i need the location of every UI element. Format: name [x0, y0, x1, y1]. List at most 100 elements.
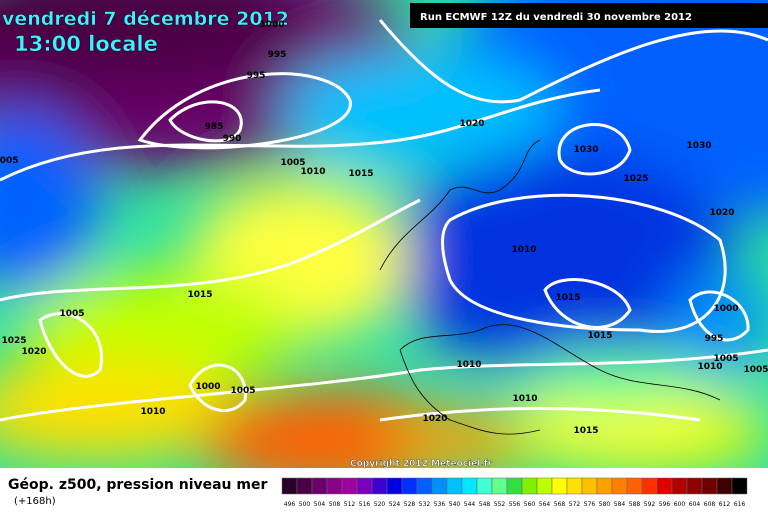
scale-cell [461, 477, 478, 495]
scale-cell [476, 477, 493, 495]
isobar-label: 1010 [697, 362, 722, 372]
scale-cell [551, 477, 568, 495]
isobar-label: 1020 [422, 414, 447, 424]
scale-label: 576 [584, 501, 596, 508]
scale-cell [686, 477, 703, 495]
scale-label: 516 [359, 501, 371, 508]
scale-cell [341, 477, 358, 495]
isobar-label: 1010 [456, 360, 481, 370]
isobar-label: 1000 [713, 304, 738, 314]
scale-label: 520 [374, 501, 386, 508]
isobar-label: 995 [247, 71, 266, 81]
scale-label: 540 [449, 501, 461, 508]
isobar-label: 995 [705, 334, 724, 344]
scale-label: 528 [404, 501, 416, 508]
isobar-label: 1030 [686, 141, 711, 151]
scale-label: 596 [659, 501, 671, 508]
scale-cell [596, 477, 613, 495]
field [0, 0, 768, 468]
scale-label: 544 [464, 501, 476, 508]
scale-label: 496 [284, 501, 296, 508]
scale-label: 532 [419, 501, 431, 508]
scale-cell [626, 477, 643, 495]
isobar-label: 1005 [713, 354, 738, 364]
isobar-label: 995 [268, 50, 287, 60]
scale-label: 568 [554, 501, 566, 508]
scale-cell [536, 477, 553, 495]
scale-label: 572 [569, 501, 581, 508]
scale-label: 564 [539, 501, 551, 508]
scale-cell [431, 477, 448, 495]
scale-label: 500 [299, 501, 311, 508]
scale-cell [581, 477, 598, 495]
scale-cell [641, 477, 658, 495]
scale-label: 612 [719, 501, 731, 508]
isobar-label: 1005 [230, 386, 255, 396]
scale-label: 536 [434, 501, 446, 508]
isobar-label: 1025 [1, 336, 26, 346]
scale-cell [311, 477, 328, 495]
scale-label: 608 [704, 501, 716, 508]
scale-label: 592 [644, 501, 656, 508]
isobar-label: 1010 [140, 407, 165, 417]
isobar-label: 1000 [259, 20, 284, 30]
isobar-label: 1000 [195, 382, 220, 392]
time-label: 13:00 locale [14, 32, 158, 56]
isobar-label: 1005 [59, 309, 84, 319]
isobar-label: 1015 [348, 169, 373, 179]
isobar-label: 1025 [623, 174, 648, 184]
scale-cell [416, 477, 433, 495]
copyright: Copyright 2012 Meteociel.fr [350, 459, 493, 469]
scale-cell [371, 477, 388, 495]
isobar-label: 1015 [555, 293, 580, 303]
scale-cell [401, 477, 418, 495]
scale-cell [296, 477, 313, 495]
footer-lead: (+168h) [14, 496, 56, 507]
scale-label: 508 [329, 501, 341, 508]
scale-cell [386, 477, 403, 495]
scale-cell [506, 477, 523, 495]
scale-cell [566, 477, 583, 495]
run-box [410, 3, 768, 28]
isobar-label: 1030 [573, 145, 598, 155]
isobar-label: 985 [205, 122, 224, 132]
isobar-label: 1005 [743, 365, 768, 375]
scale-cell [656, 477, 673, 495]
scale-cell [356, 477, 373, 495]
date-label: vendredi 7 décembre 2012 [2, 8, 289, 30]
isobar-label: 1010 [512, 394, 537, 404]
scale-label: 588 [629, 501, 641, 508]
scale-label: 560 [524, 501, 536, 508]
isobar-label: 1010 [511, 245, 536, 255]
scale-label: 584 [614, 501, 626, 508]
scale-label: 600 [674, 501, 686, 508]
color-scale: 496 500 504 508 512 516 520 524 528 532 536 540 544 5… [281, 477, 748, 508]
run-label: Run ECMWF 12Z du vendredi 30 novembre 20… [420, 12, 692, 23]
scale-cell [446, 477, 463, 495]
scale-cell [701, 477, 718, 495]
scale-label: 604 [689, 501, 701, 508]
scale-label: 524 [389, 501, 401, 508]
scale-label: 552 [494, 501, 506, 508]
isobar-label: 1005 [280, 158, 305, 168]
isobar-label: 1015 [573, 426, 598, 436]
isobar-label: 990 [223, 134, 242, 144]
isobar-label: 1015 [587, 331, 612, 341]
scale-label: 548 [479, 501, 491, 508]
scale-cell [491, 477, 508, 495]
isobar-label: 1015 [187, 290, 212, 300]
isobar-label: 1020 [21, 347, 46, 357]
scale-cell [326, 477, 343, 495]
isobar-label: 1020 [709, 208, 734, 218]
scale-label: 556 [509, 501, 521, 508]
scale-cell [731, 477, 748, 495]
isobar-labels: 1000995995985990100510051010101510201030… [0, 20, 768, 436]
isobar-label: 1020 [459, 119, 484, 129]
scale-label: 512 [344, 501, 356, 508]
isobar-label: 1010 [300, 167, 325, 177]
scale-cell [671, 477, 688, 495]
footer-title: Géop. z500, pression niveau mer [8, 477, 267, 493]
scale-label: 504 [314, 501, 326, 508]
isobar-label: 1005 [0, 156, 19, 166]
